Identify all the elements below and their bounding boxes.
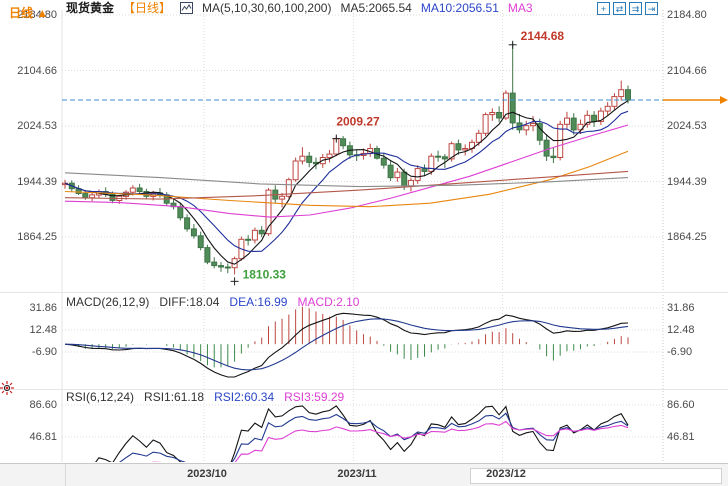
price-axis-label: 2184.80 (667, 9, 707, 21)
period-selector-arrow-icon: ▲ (36, 6, 49, 20)
price-axis-label: 2024.53 (17, 120, 57, 132)
period-selector-label: 日线 (9, 6, 34, 20)
rsi3-value: RSI3:59.29 (284, 390, 345, 404)
time-axis-bar: 2023/10 2023/11 2023/12 (0, 463, 728, 486)
ma10-value: MA10:2056.51 (420, 0, 499, 15)
price-axis-label: 1864.25 (17, 231, 57, 243)
x-axis-label-dec: 2023/12 (486, 468, 526, 480)
macd-dea-value: DEA:16.99 (229, 295, 288, 309)
macd-axis-label: 31.86 (29, 301, 57, 314)
price-axis-label: 2104.66 (667, 64, 707, 77)
annotation-1810.33: 1810.33 (243, 267, 287, 281)
ma-line-ma30 (64, 124, 629, 218)
period-selector[interactable]: 日线 ▲ (9, 4, 48, 21)
rsi3-line (151, 420, 629, 462)
symbol-title: 现货黄金 (66, 1, 115, 15)
crosshair-icon[interactable]: + (597, 2, 610, 15)
scrollbar-track[interactable] (470, 468, 722, 484)
price-axis-label: 1944.39 (667, 175, 707, 188)
macd-axis-label: -6.90 (31, 346, 57, 358)
indicator-marker-icon[interactable] (0, 381, 14, 400)
rsi-axis-label: 46.81 (667, 430, 695, 443)
chart-header: 现货黄金 【日线】 MA(5,10,30,60,100,200) MA5:206… (66, 0, 533, 16)
macd-axis-label: 12.48 (29, 324, 57, 336)
current-price-line (62, 96, 728, 105)
macd-axis-label: -6.90 (667, 346, 693, 358)
ma5-value: MA5:2065.54 (340, 0, 412, 15)
ma-lines (64, 100, 629, 265)
rsi-header: RSI(6,12,24) RSI1:61.18 RSI2:60.34 RSI3:… (66, 390, 344, 404)
macd-header: MACD(26,12,9) DIFF:18.04 DEA:16.99 MACD:… (66, 295, 359, 309)
rsi2-value: RSI2:60.34 (214, 390, 275, 404)
ma-line-ma200 (64, 172, 629, 188)
chart-toolbar: + ⇄ ⇉ ⇥ (597, 2, 658, 15)
rsi-panel (95, 405, 629, 462)
pan-forward-icon[interactable]: ⇉ (629, 2, 642, 15)
rsi-axis-label: 86.60 (29, 399, 57, 411)
gridlines (0, 10, 728, 462)
period-tag: 【日线】 (123, 1, 172, 15)
price-axis-label: 2104.66 (17, 64, 57, 77)
rsi-axis-label: 86.60 (667, 399, 695, 411)
ma-indicator-icon (180, 1, 194, 14)
rsi1-line (95, 405, 629, 462)
annotation-2144.68: 2144.68 (521, 29, 565, 43)
current-price-tag (720, 96, 728, 105)
price-annotations: 2144.68 2009.27 1810.33 (230, 29, 565, 286)
axis-range-icon[interactable]: ⇄ (613, 2, 626, 15)
macd-dea-line (64, 318, 629, 371)
macd-axis-label: 12.48 (667, 324, 695, 336)
x-axis-label-oct: 2023/10 (187, 468, 227, 480)
price-axis-label: 2184.80 (17, 9, 57, 21)
jump-to-latest-icon[interactable]: ⇥ (645, 2, 658, 15)
ma-settings-label: MA(5,10,30,60,100,200) (202, 0, 332, 15)
price-axis-label: 1944.39 (17, 175, 57, 188)
macd-axis-label: 31.86 (667, 301, 695, 314)
price-axis-label: 2024.53 (667, 120, 707, 132)
rsi-axis-label: 46.81 (29, 430, 57, 443)
ma-line-ma100 (64, 170, 629, 200)
macd-diff-value: DIFF:18.04 (159, 295, 220, 309)
x-axis-label-nov: 2023/11 (337, 468, 377, 480)
rsi-title: RSI(6,12,24) (66, 390, 135, 404)
ma-line-ma10 (64, 110, 629, 252)
rsi1-value: RSI1:61.18 (144, 390, 205, 404)
price-axis-label: 1864.25 (667, 231, 707, 243)
ma-line-ma5 (64, 100, 629, 265)
macd-title: MACD(26,12,9) (66, 295, 150, 309)
macd-panel (64, 306, 629, 378)
ma30-value-truncated: MA3 (507, 0, 533, 15)
bottom-bar-divider (65, 464, 66, 486)
annotation-2009.27: 2009.27 (336, 115, 380, 129)
macd-macd-value: MACD:2.10 (297, 295, 360, 309)
